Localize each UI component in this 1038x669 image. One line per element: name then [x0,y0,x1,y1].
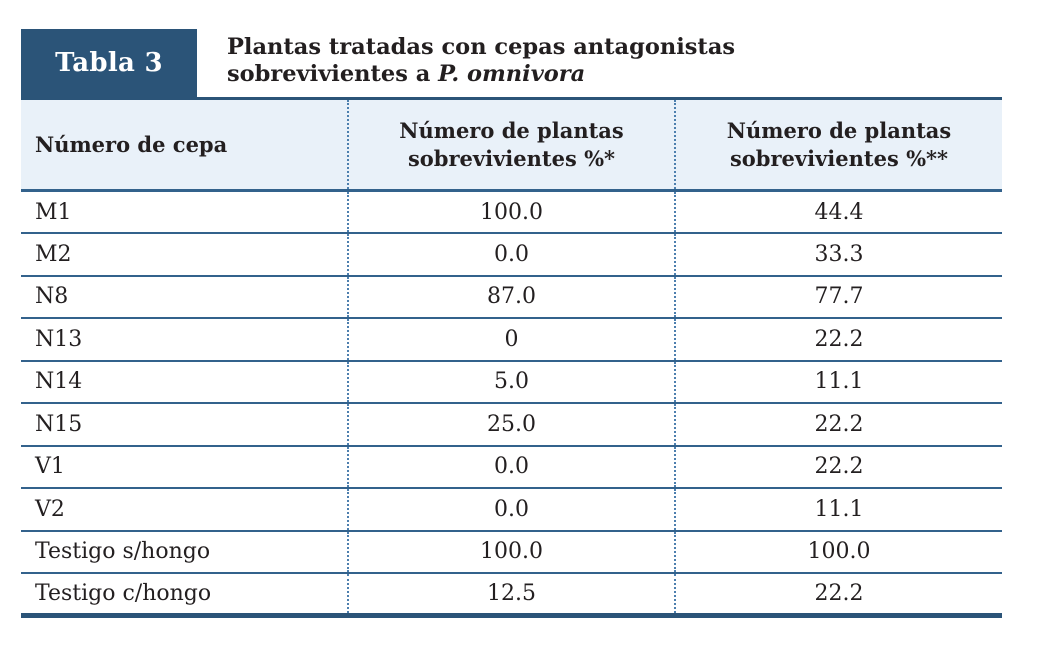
survivors-2-cell: 77.7 [674,275,1002,319]
cepa-cell: N14 [21,360,348,404]
title-line2: sobrevivientes a P. omnivora [227,61,735,88]
header-row: Número de cepa Número de plantas sobrevi… [21,98,1002,192]
cepa-cell: V1 [21,445,348,489]
table-row: N15 25.0 22.2 [21,403,1002,447]
data-table: Número de cepa Número de plantas sobrevi… [21,97,1002,618]
survivors-1-cell: 25.0 [347,403,675,447]
survivors-2-cell: 22.2 [674,403,1002,447]
survivors-2-cell: 11.1 [674,360,1002,404]
table-title: Plantas tratadas con cepas antagonistas … [227,29,735,97]
survivors-1-cell: 100.0 [347,530,675,574]
cepa-cell: M1 [21,190,348,234]
survivors-2-cell: 44.4 [674,190,1002,234]
table-row: Testigo s/hongo 100.0 100.0 [21,530,1002,574]
title-line2-text: sobrevivientes a [227,61,431,87]
survivors-2-cell: 33.3 [674,233,1002,277]
table-body: M1 100.0 44.4 M2 0.0 33.3 N8 87.0 77.7 N… [21,190,1002,618]
survivors-2-cell: 100.0 [674,530,1002,574]
table-row: Testigo c/hongo 12.5 22.2 [21,573,1002,618]
survivors-1-cell: 87.0 [347,275,675,319]
cepa-cell: N15 [21,403,348,447]
survivors-2-cell: 22.2 [674,445,1002,489]
column-header-survivors-2: Número de plantas sobrevivientes %** [674,98,1002,192]
table-caption: Tabla 3 Plantas tratadas con cepas antag… [21,29,1002,97]
survivors-1-cell: 5.0 [347,360,675,404]
survivors-1-cell: 0 [347,318,675,362]
table-row: V2 0.0 11.1 [21,488,1002,532]
cepa-cell: Testigo c/hongo [21,573,348,618]
table-row: M1 100.0 44.4 [21,190,1002,234]
survivors-1-cell: 0.0 [347,445,675,489]
cepa-cell: Testigo s/hongo [21,530,348,574]
survivors-2-cell: 22.2 [674,318,1002,362]
survivors-1-cell: 100.0 [347,190,675,234]
cepa-cell: M2 [21,233,348,277]
survivors-1-cell: 12.5 [347,573,675,618]
cepa-cell: V2 [21,488,348,532]
survivors-2-cell: 11.1 [674,488,1002,532]
table-row: N14 5.0 11.1 [21,360,1002,404]
table-row: M2 0.0 33.3 [21,233,1002,277]
table-row: V1 0.0 22.2 [21,445,1002,489]
table-row: N13 0 22.2 [21,318,1002,362]
cepa-cell: N8 [21,275,348,319]
table-label-box: Tabla 3 [21,29,197,97]
survivors-1-cell: 0.0 [347,488,675,532]
table-label: Tabla 3 [55,48,163,78]
survivors-2-cell: 22.2 [674,573,1002,618]
column-header-cepa: Número de cepa [21,98,348,192]
species-name: P. omnivora [438,61,586,87]
column-header-survivors-1: Número de plantas sobrevivientes %* [347,98,675,192]
survivors-1-cell: 0.0 [347,233,675,277]
table-row: N8 87.0 77.7 [21,275,1002,319]
title-line1: Plantas tratadas con cepas antagonistas [227,34,736,60]
cepa-cell: N13 [21,318,348,362]
